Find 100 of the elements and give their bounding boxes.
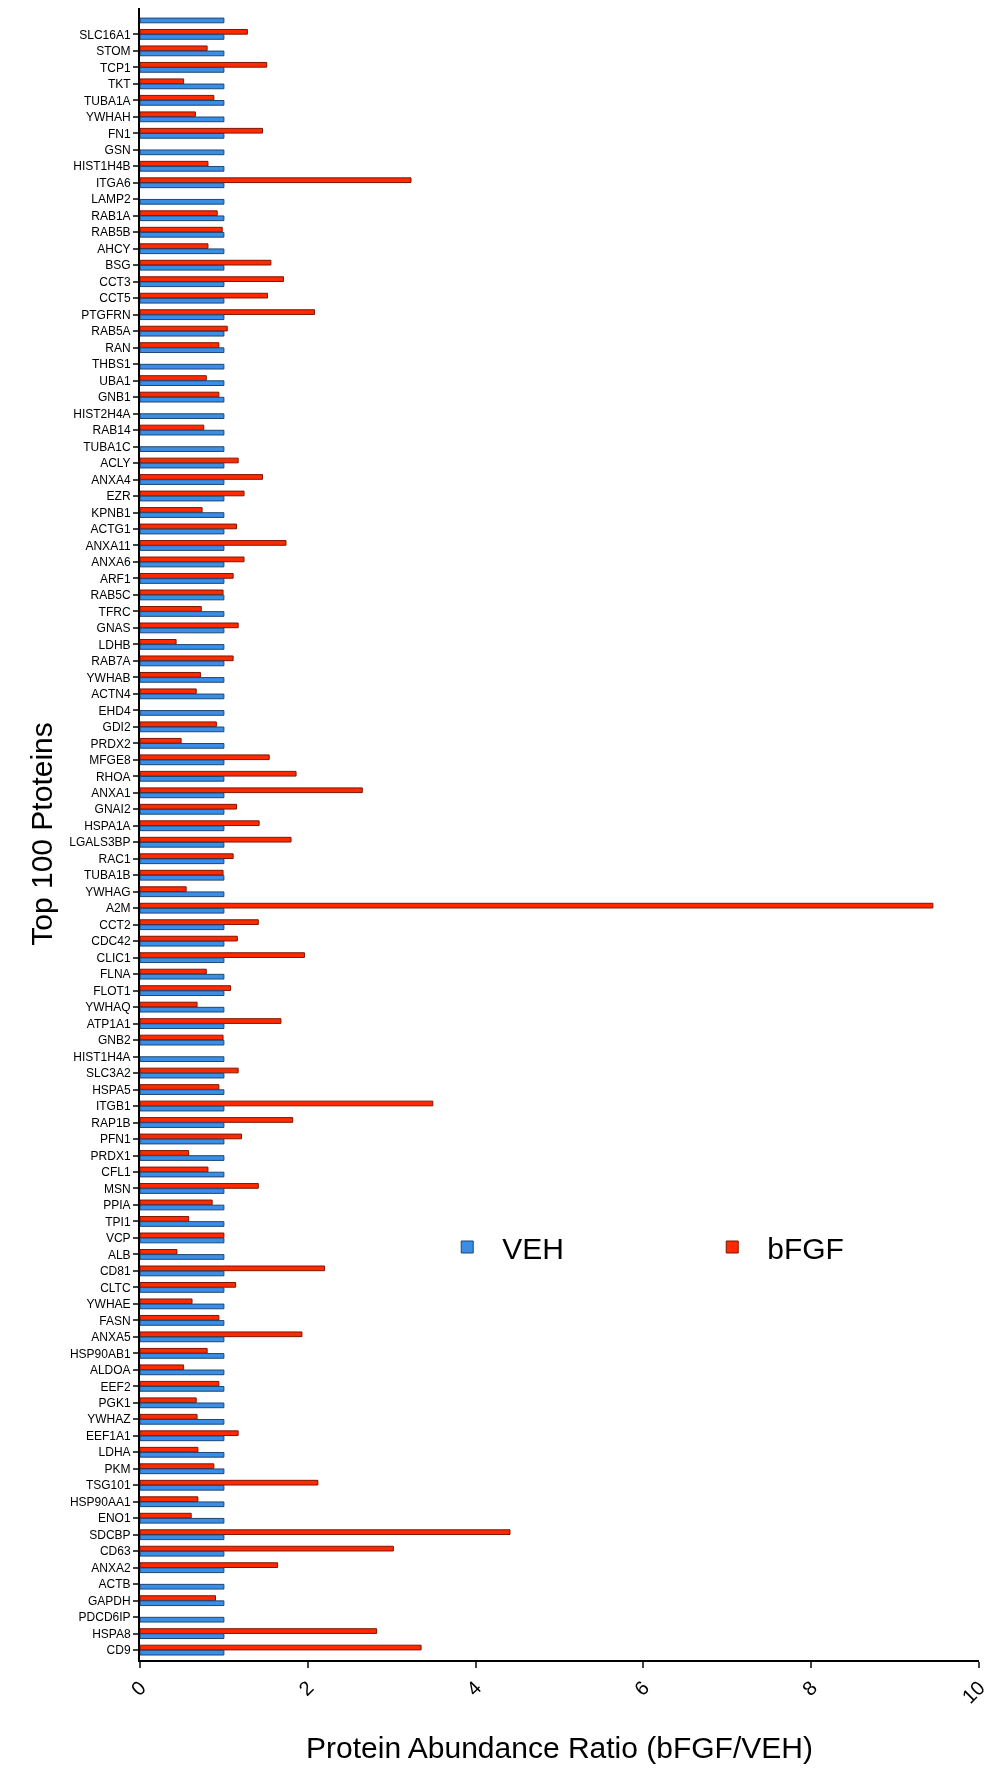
bar [140,627,225,634]
y-tick-label: FLNA [99,967,131,982]
bar [140,1529,511,1535]
y-tick-label: GNB2 [97,1033,131,1048]
y-tick-label: CCT5 [99,291,131,306]
bar [140,545,225,551]
bar [140,429,225,436]
y-tick-label: HSPA8 [92,1626,131,1641]
bar [140,836,292,843]
bar [140,1023,225,1030]
y-tick-label: CD63 [99,1544,131,1559]
y-tick-label: HSPA1A [84,818,131,833]
y-tick-label: CCT3 [99,274,131,289]
bar [140,380,225,387]
y-tick-label: EZR [106,489,131,504]
y-tick-label: LDHA [98,1445,131,1460]
y-tick-label: RAB7A [91,654,131,669]
bar [140,1237,225,1244]
bar [140,611,225,617]
bar [140,1479,319,1486]
y-tick-label: FLOT1 [93,983,131,998]
bar [140,1336,225,1343]
y-tick-label: HSPA5 [92,1082,131,1097]
y-tick-label: ANXA5 [91,1330,131,1345]
bar [140,902,934,909]
y-tick-label: RAB1A [91,208,131,223]
bar [140,556,245,563]
y-tick-label: TKT [107,77,132,92]
bar [140,1418,225,1425]
y-tick-label: TUBA1A [83,93,131,108]
y-tick-label: HSP90AB1 [69,1346,131,1361]
y-tick-label: ALB [107,1247,131,1262]
y-tick-label: FASN [99,1313,131,1328]
bar [140,1484,225,1491]
y-tick-label: TSG101 [85,1478,131,1493]
bar [140,1072,225,1079]
bar [140,133,225,139]
bar [140,1562,279,1568]
bar [140,1122,225,1128]
bar [140,512,225,518]
bar [140,248,225,255]
y-tick-label: YWHAG [85,884,131,899]
y-tick-label: HIST1H4A [73,1049,131,1064]
y-tick-label: THBS1 [91,357,131,372]
bar [140,1600,225,1607]
bar [140,1430,239,1437]
x-tick-label: 0 [126,1676,150,1700]
bar [140,116,225,123]
y-tick-label: PFN1 [99,1132,131,1147]
bar [140,363,225,370]
y-tick-label: RHOA [95,769,131,784]
y-tick-label: LDHB [98,637,131,652]
bar [140,1468,225,1475]
bar [140,1517,225,1524]
y-tick-label: YWHAZ [87,1412,131,1427]
y-tick-label: SLC16A1 [79,27,131,42]
y-tick-label: ANXA2 [91,1560,131,1575]
x-axis-title: Protein Abundance Ratio (bFGF/VEH) [306,1730,813,1764]
y-tick-label: GNAI2 [94,802,131,817]
bar [140,924,225,931]
bar [140,1649,225,1656]
y-tick-label: CD9 [106,1643,131,1658]
y-tick-label: PTGFRN [81,307,131,322]
bar [140,644,225,650]
bar [140,17,225,24]
bar [140,1616,225,1623]
bar [140,1369,225,1376]
y-tick-label: ANXA6 [91,555,131,570]
y-tick-label: EEF2 [100,1379,131,1394]
bar [140,820,260,827]
bar [140,1451,225,1458]
bar [140,710,225,716]
bar [140,1353,225,1359]
bar [140,540,287,546]
bar [140,803,237,810]
y-tick-label: PGK1 [98,1396,131,1410]
bar [140,1249,178,1255]
bar [140,495,225,502]
bar [140,1171,225,1178]
bar [140,1583,225,1590]
bar [140,330,225,337]
bar [140,1265,326,1272]
bar [140,1199,213,1206]
y-tick-label: ACLY [100,456,131,471]
x-tick-label: 4 [462,1676,486,1700]
bar [140,693,225,700]
y-tick-label: HSP90AA1 [69,1494,131,1509]
bar [140,770,297,777]
bar [140,127,263,134]
bar [140,825,225,832]
y-tick-label: GSN [104,142,131,157]
bar [140,50,225,57]
y-tick-label: CLTC [100,1280,131,1295]
y-tick-label: UBA1 [99,373,131,388]
bar [140,858,225,865]
bar [140,523,237,530]
bar [140,396,225,403]
bar [140,100,225,106]
y-tick-label: ACTG1 [90,522,131,537]
y-tick-label: PPIA [103,1198,131,1213]
